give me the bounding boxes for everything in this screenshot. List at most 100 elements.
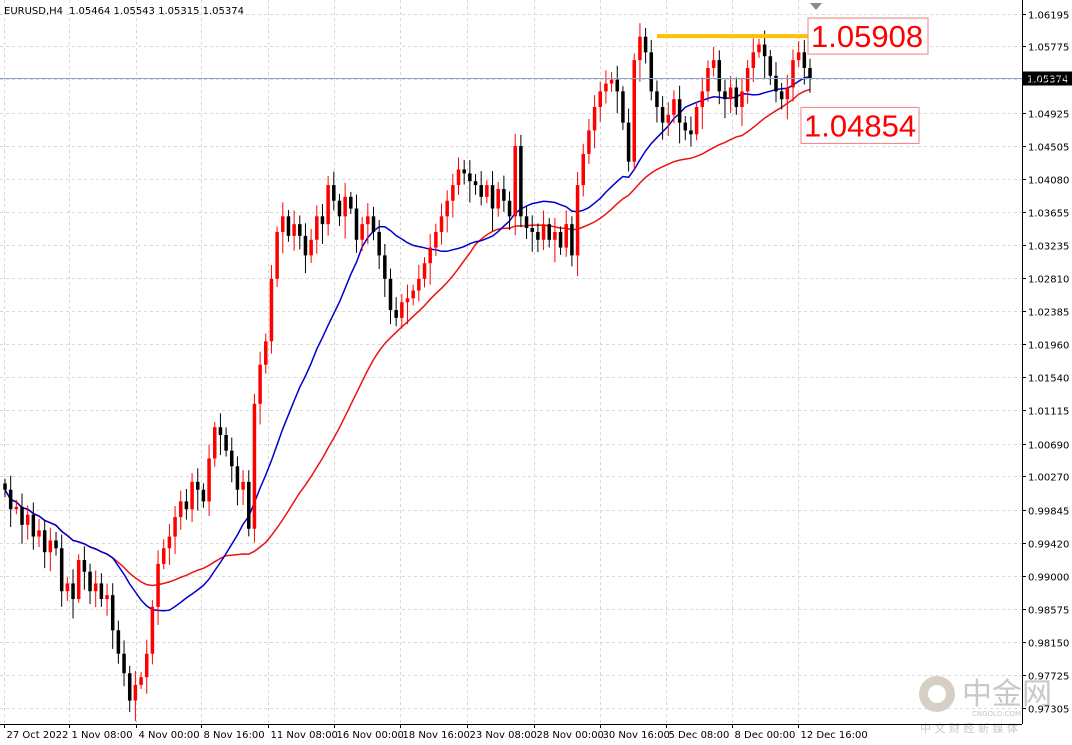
candle-body [212, 427, 217, 459]
current-price-box [1023, 71, 1072, 86]
candle [626, 108, 631, 172]
candle-body [626, 122, 631, 162]
candle-body [76, 559, 81, 600]
candle-body [275, 231, 279, 279]
candle [502, 175, 506, 212]
candle [76, 554, 81, 603]
candle-body [264, 341, 268, 365]
price-tick-label: 0.99000 [1028, 573, 1069, 584]
candle [564, 210, 568, 257]
candle-body [536, 231, 540, 240]
candle [553, 217, 557, 263]
candle [762, 30, 767, 78]
candle-body [349, 196, 353, 209]
watermark-url: CNGOLD.COM [972, 710, 1021, 718]
candle [473, 173, 478, 195]
price-tick-label: 1.03655 [1028, 209, 1069, 220]
candle-body [93, 583, 98, 592]
candle-body [558, 231, 563, 248]
candle [286, 210, 291, 242]
candle-body [59, 548, 64, 592]
candle [326, 176, 330, 236]
candle [366, 203, 370, 245]
candle-body [88, 571, 92, 592]
candle-body [3, 483, 7, 490]
candle-body [195, 481, 200, 490]
candle-body [473, 181, 478, 186]
candle [558, 226, 563, 255]
candle-body [485, 185, 489, 197]
candle [394, 297, 398, 327]
price-tick-label: 0.97725 [1028, 672, 1069, 683]
candle-body [706, 67, 710, 92]
candle-body [207, 458, 211, 502]
candle [609, 72, 614, 92]
candle [411, 284, 415, 306]
candle-body [224, 435, 228, 451]
candle [139, 672, 143, 690]
candle-body [332, 185, 336, 201]
candle [48, 527, 53, 572]
candle [575, 172, 580, 276]
price-tick-label: 1.05775 [1028, 43, 1069, 54]
shift-marker-icon[interactable] [810, 3, 822, 10]
candle [479, 171, 483, 206]
candle [740, 78, 744, 126]
candle-body [530, 228, 534, 232]
candle [275, 226, 279, 288]
candle-body [547, 224, 551, 240]
candle-body [201, 489, 206, 502]
candle [59, 534, 64, 607]
candle-body [122, 653, 126, 674]
candle [207, 444, 211, 516]
candle-body [791, 60, 795, 88]
price-tick-label: 1.05355 [1028, 76, 1069, 87]
time-tick-label: 5 Dec 08:00 [669, 730, 730, 741]
candle-body [20, 506, 24, 525]
candle [808, 58, 812, 93]
candle-body [768, 56, 773, 76]
price-tick-label: 0.99420 [1028, 540, 1069, 551]
candle-body [281, 216, 285, 232]
candle-body [785, 87, 790, 100]
candle-body [14, 506, 19, 510]
candle [201, 483, 206, 508]
candle-body [524, 216, 529, 229]
candle-body [258, 364, 262, 404]
candle [672, 90, 676, 124]
candle [150, 600, 155, 665]
candle [110, 583, 115, 649]
price-tick-label: 1.04925 [1028, 110, 1069, 121]
price-tick-label: 0.97305 [1028, 705, 1069, 716]
candle [694, 101, 699, 141]
candle [677, 85, 682, 144]
candle [320, 204, 325, 244]
candle [71, 569, 75, 619]
candle [541, 210, 546, 251]
candle [734, 77, 739, 115]
candle [3, 478, 7, 498]
candle-body [326, 185, 330, 225]
candle [439, 203, 444, 245]
candle [161, 539, 166, 570]
candle-body [456, 169, 461, 186]
candle-body [127, 673, 132, 701]
candle [496, 182, 500, 217]
candle [247, 470, 251, 537]
candle-body [184, 501, 189, 510]
candle [88, 563, 92, 605]
candle [315, 205, 319, 254]
candle-body [643, 36, 648, 53]
candle-body [762, 44, 767, 57]
candle-body [150, 606, 155, 654]
candle-body [683, 122, 688, 131]
candle [700, 77, 705, 130]
candle [717, 50, 722, 105]
candle-body [411, 290, 415, 299]
candle [133, 671, 138, 722]
candle [428, 233, 432, 285]
candle [683, 116, 688, 141]
candle-body [581, 153, 585, 186]
candle [445, 190, 449, 233]
